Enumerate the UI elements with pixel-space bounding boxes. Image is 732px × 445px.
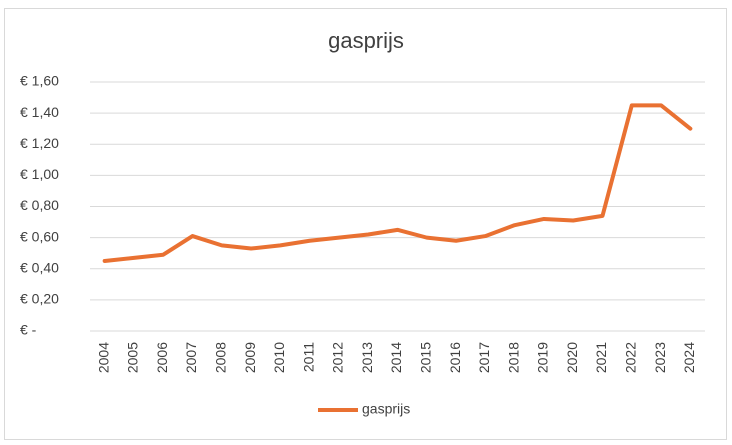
x-tick-label: 2017 bbox=[476, 342, 492, 373]
y-tick-label: € 0,20 bbox=[20, 291, 59, 307]
x-tick-label: 2006 bbox=[154, 342, 170, 373]
y-tick-label: € 1,00 bbox=[20, 166, 59, 182]
y-tick-label: € 0,80 bbox=[20, 197, 59, 213]
chart-title: gasprijs bbox=[328, 28, 404, 53]
x-tick-label: 2004 bbox=[95, 342, 111, 373]
x-tick-label: 2005 bbox=[125, 342, 141, 373]
x-tick-label: 2019 bbox=[535, 342, 551, 373]
x-tick-label: 2014 bbox=[388, 342, 404, 373]
y-tick-label: € 0,60 bbox=[20, 228, 59, 244]
x-tick-label: 2010 bbox=[271, 342, 287, 373]
x-tick-label: 2016 bbox=[447, 342, 463, 373]
x-tick-label: 2013 bbox=[359, 342, 375, 373]
chart-border bbox=[4, 8, 727, 440]
x-tick-label: 2024 bbox=[681, 342, 697, 373]
x-tick-label: 2012 bbox=[330, 342, 346, 373]
x-tick-label: 2021 bbox=[593, 342, 609, 373]
x-tick-label: 2008 bbox=[212, 342, 228, 373]
x-tick-label: 2022 bbox=[622, 342, 638, 373]
x-tick-label: 2018 bbox=[505, 342, 521, 373]
y-tick-label: € 1,40 bbox=[20, 104, 59, 120]
y-tick-label: € 1,60 bbox=[20, 73, 59, 89]
legend-label: gasprijs bbox=[362, 401, 410, 417]
y-tick-label: € 1,20 bbox=[20, 135, 59, 151]
x-tick-label: 2020 bbox=[564, 342, 580, 373]
x-tick-label: 2023 bbox=[652, 342, 668, 373]
x-tick-label: 2007 bbox=[183, 342, 199, 373]
y-tick-label: € - bbox=[20, 322, 37, 338]
x-tick-label: 2015 bbox=[417, 342, 433, 373]
x-tick-label: 2011 bbox=[300, 342, 316, 372]
line-series bbox=[102, 103, 693, 263]
y-tick-label: € 0,40 bbox=[20, 259, 59, 275]
x-tick-label: 2009 bbox=[242, 342, 258, 373]
